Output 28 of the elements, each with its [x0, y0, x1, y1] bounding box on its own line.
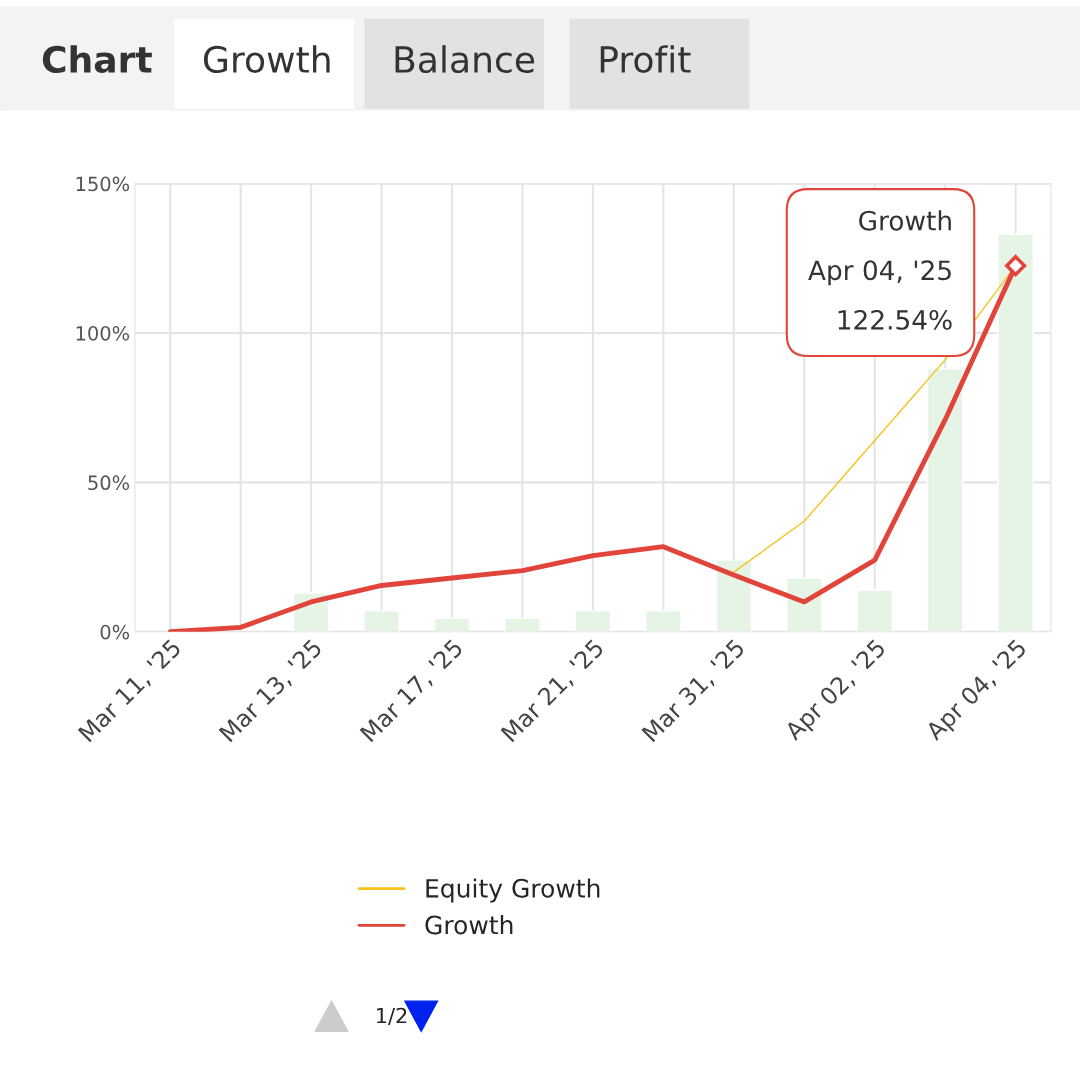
bar — [926, 368, 964, 632]
bar — [574, 610, 612, 632]
x-tick-label: Mar 21, '25 — [500, 638, 607, 745]
x-tick-label: Apr 02, '25 — [783, 638, 890, 745]
y-tick-label: 50% — [88, 475, 130, 491]
y-tick-label: 100% — [76, 325, 130, 341]
bar — [715, 559, 753, 632]
bar — [363, 610, 400, 632]
bar — [645, 610, 682, 632]
bar — [997, 233, 1034, 632]
y-tick-label: 150% — [76, 176, 130, 192]
bar — [504, 617, 541, 632]
text: Chart — [42, 45, 152, 74]
legend-label: Growth — [425, 915, 513, 935]
legend-label: Equity Growth — [426, 878, 600, 903]
bar — [433, 617, 471, 632]
x-tick-label: Mar 13, '25 — [218, 638, 325, 745]
annotation: Growth Apr 04, '25 122.54% — [808, 210, 952, 330]
bar — [856, 589, 894, 632]
text: Profit — [600, 45, 691, 74]
bar — [785, 577, 823, 632]
text: 1/2 — [377, 1007, 407, 1026]
text: Balance — [395, 45, 535, 74]
x-tick-label: Apr 04, '25 — [924, 638, 1031, 745]
text: Growth — [203, 45, 330, 74]
x-tick-label: Mar 31, '25 — [641, 638, 747, 745]
x-tick-label: Mar 17, '25 — [359, 638, 466, 745]
y-tick-label: 0% — [100, 624, 130, 640]
